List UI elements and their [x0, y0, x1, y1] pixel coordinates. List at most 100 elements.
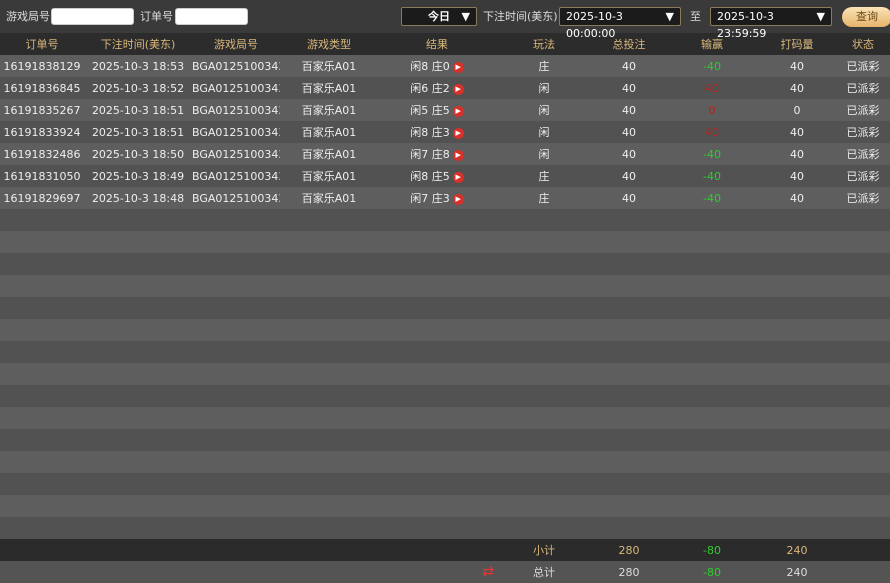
- table-cell: 2025-10-3 18:51: [84, 99, 192, 121]
- cell-text: 40: [790, 191, 804, 205]
- empty-row: [0, 451, 890, 473]
- subtotal-row: 小计 280 -80 240: [0, 539, 890, 561]
- column-header: 总投注: [592, 33, 666, 55]
- total-row: ⇄ 总计 280 -80 240: [0, 561, 890, 583]
- column-header: 打码量: [758, 33, 836, 55]
- table-cell: 40: [666, 121, 758, 143]
- table-row: 16191833924 2025-10-3 18:51 BGA0125100343B…: [0, 121, 890, 143]
- empty-row: [0, 275, 890, 297]
- cell-text: BGA0125100343B: [192, 125, 280, 139]
- table-cell: 闲7 庄8 ▶: [378, 143, 496, 165]
- cell-text: 闲7 庄3: [410, 192, 450, 205]
- cell-text: 16191833924: [3, 125, 81, 139]
- cell-text: 闲: [538, 126, 550, 139]
- play-video-icon[interactable]: ▶: [452, 83, 464, 95]
- table-cell: 已派彩: [836, 187, 890, 209]
- table-cell: 0: [758, 99, 836, 121]
- bet-records-table: 订单号 下注时间(美东) 游戏局号 游戏类型 结果 玩法 总投注 输赢 打码量 状态 161918…: [0, 33, 890, 583]
- subtotal-bet: 280: [592, 539, 666, 561]
- cell-text: 16191836845: [3, 81, 81, 95]
- cell-text: -40: [703, 169, 721, 183]
- cell-text: 16191835267: [3, 103, 81, 117]
- play-video-icon[interactable]: ▶: [452, 171, 464, 183]
- table-cell: 40: [592, 143, 666, 165]
- cell-text: 闲8 庄3: [410, 126, 450, 139]
- table-cell: 2025-10-3 18:52: [84, 77, 192, 99]
- table-cell: BGA0125100343C: [192, 99, 280, 121]
- cell-text: BGA01251003439: [192, 169, 280, 183]
- cell-text: 2025-10-3 18:51: [91, 125, 185, 139]
- order-input[interactable]: [175, 8, 248, 25]
- cell-text: 40: [705, 81, 719, 95]
- cell-text: BGA0125100343D: [192, 81, 280, 95]
- play-video-icon[interactable]: ▶: [452, 149, 464, 161]
- table-cell: 40: [758, 165, 836, 187]
- filter-bar: 游戏局号 订单号 今日 ▼ 下注时间(美东) 2025-10-3 00:00:00…: [0, 0, 890, 40]
- start-time-value: 2025-10-3 00:00:00: [566, 10, 623, 40]
- order-label: 订单号: [140, 10, 173, 23]
- cell-text: 已派彩: [846, 192, 880, 205]
- period-select[interactable]: 今日 ▼: [401, 7, 477, 26]
- cell-text: 40: [622, 125, 636, 139]
- table-cell: 已派彩: [836, 77, 890, 99]
- table-cell: 闲8 庄5 ▶: [378, 165, 496, 187]
- empty-row: [0, 319, 890, 341]
- to-label: 至: [690, 10, 701, 23]
- subtotal-win: -80: [666, 539, 758, 561]
- empty-row: [0, 429, 890, 451]
- query-button[interactable]: 查询: [842, 7, 890, 27]
- column-header: 下注时间(美东): [84, 33, 192, 55]
- table-cell: BGA0125100343D: [192, 77, 280, 99]
- table-cell: 40: [758, 55, 836, 77]
- table-cell: -40: [666, 165, 758, 187]
- end-time-select[interactable]: 2025-10-3 23:59:59 ▼: [710, 7, 832, 40]
- table-cell: 16191833924: [0, 121, 84, 143]
- play-video-icon[interactable]: ▶: [452, 61, 464, 73]
- cell-text: 闲: [538, 104, 550, 117]
- table-cell: 百家乐A01: [280, 55, 378, 77]
- start-time-select[interactable]: 2025-10-3 00:00:00 ▼: [559, 7, 681, 40]
- table-cell: 40: [758, 187, 836, 209]
- play-video-icon[interactable]: ▶: [452, 105, 464, 117]
- cell-text: 百家乐A01: [301, 126, 357, 139]
- table-cell: 16191835267: [0, 99, 84, 121]
- table-cell: 闲6 庄2 ▶: [378, 77, 496, 99]
- cell-text: 40: [790, 147, 804, 161]
- empty-row: [0, 209, 890, 231]
- table-cell: 百家乐A01: [280, 121, 378, 143]
- cell-text: 16191832486: [3, 147, 81, 161]
- table-cell: 16191831050: [0, 165, 84, 187]
- cell-text: -40: [703, 191, 721, 205]
- table-cell: 16191829697: [0, 187, 84, 209]
- table-cell: 已派彩: [836, 165, 890, 187]
- table-cell: 0: [666, 99, 758, 121]
- subtotal-code: 240: [758, 539, 836, 561]
- empty-row: [0, 253, 890, 275]
- cell-text: 2025-10-3 18:51: [91, 103, 185, 117]
- table-cell: 庄: [496, 187, 592, 209]
- cell-text: 已派彩: [846, 104, 880, 117]
- cell-text: 百家乐A01: [301, 170, 357, 183]
- refresh-icon[interactable]: ⇄: [482, 564, 494, 580]
- cell-text: 2025-10-3 18:48: [91, 191, 185, 205]
- table-cell: -40: [666, 143, 758, 165]
- cell-text: 闲7 庄8: [410, 148, 450, 161]
- game-round-input[interactable]: [51, 8, 134, 25]
- table-cell: -40: [666, 187, 758, 209]
- column-header: 游戏局号: [192, 33, 280, 55]
- time-label: 下注时间(美东): [483, 10, 558, 23]
- column-header: 游戏类型: [280, 33, 378, 55]
- play-video-icon[interactable]: ▶: [452, 127, 464, 139]
- cell-text: 闲5 庄5: [410, 104, 450, 117]
- cell-text: 已派彩: [846, 60, 880, 73]
- table-cell: 40: [592, 165, 666, 187]
- table-cell: BGA0125100343B: [192, 121, 280, 143]
- play-video-icon[interactable]: ▶: [452, 193, 464, 205]
- table-cell: 闲: [496, 99, 592, 121]
- cell-text: 闲8 庄0: [410, 60, 450, 73]
- column-header: 状态: [836, 33, 890, 55]
- cell-text: 40: [790, 59, 804, 73]
- table-row: 16191838129 2025-10-3 18:53 BGA0125100343E…: [0, 55, 890, 77]
- cell-text: 闲8 庄5: [410, 170, 450, 183]
- table-cell: 闲: [496, 77, 592, 99]
